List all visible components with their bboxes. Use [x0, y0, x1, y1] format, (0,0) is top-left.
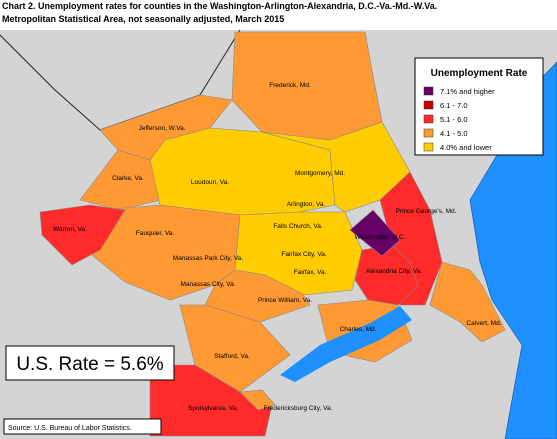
- title-line: Metropolitan Statistical Area, not seaso…: [2, 14, 284, 24]
- region-label: Manassas Park City, Va.: [173, 255, 243, 262]
- legend: Unemployment Rate 7.1% and higher 6.1 - 7…: [414, 57, 544, 156]
- region-label: Stafford, Va.: [214, 353, 250, 360]
- legend-swatch: [423, 86, 434, 96]
- water: [280, 306, 412, 382]
- region-label: Washington, D.C.: [355, 234, 406, 241]
- region-label: Arlington, Va.: [287, 201, 326, 208]
- legend-label: 4.0% and lower: [440, 143, 492, 152]
- us-rate-box: [5, 345, 175, 381]
- region-label: Loudoun, Va.: [191, 179, 229, 186]
- region-label: Fredericksburg City, Va.: [264, 405, 333, 412]
- region: [234, 211, 363, 296]
- region-label: Calvert, Md.: [466, 320, 501, 327]
- region-label: Clarke, Va.: [112, 175, 144, 182]
- region-label: Manassas City, Va.: [180, 281, 235, 288]
- legend-label: 7.1% and higher: [440, 87, 495, 96]
- legend-swatch: [423, 100, 434, 110]
- legend-swatch: [423, 114, 434, 124]
- region: [349, 209, 401, 257]
- source-box: [3, 418, 162, 435]
- legend-label: 5.1 - 6.0: [440, 115, 468, 124]
- region: [239, 389, 276, 411]
- region-label: Alexandria City, Va.: [366, 268, 422, 275]
- legend-label: 6.1 - 7.0: [440, 101, 468, 110]
- region-label: Jefferson, W.Va.: [138, 125, 185, 132]
- region: [354, 244, 419, 306]
- region-label: Fairfax, Va.: [294, 269, 327, 276]
- legend-title: Unemployment Rate: [431, 68, 528, 79]
- legend-swatch: [423, 128, 434, 138]
- region-label: Montgomery, Md.: [295, 170, 345, 177]
- region-label: Frederick, Md.: [269, 82, 311, 89]
- region-label: Warren, Va.: [53, 226, 87, 233]
- region-label: Spotsylvania, Va.: [188, 405, 238, 412]
- region: [39, 204, 126, 266]
- region-label: Prince William, Va.: [258, 297, 312, 304]
- region: [429, 261, 506, 343]
- region-label: Fairfax City, Va.: [281, 251, 326, 258]
- region-label: Fauquier, Va.: [136, 230, 174, 237]
- region-label: Falls Church, Va.: [273, 223, 323, 230]
- legend-label: 4.1 - 5.0: [440, 129, 468, 138]
- legend-swatch: [423, 142, 434, 152]
- title-line: Chart 2. Unemployment rates for counties…: [2, 1, 437, 11]
- legend-box: [414, 57, 544, 156]
- region-label: Charles, Md.: [340, 326, 377, 333]
- source: Source: U.S. Bureau of Labor Statistics.: [8, 425, 132, 432]
- region-label: Prince George's, Md.: [396, 208, 457, 215]
- us-rate: U.S. Rate = 5.6%: [16, 354, 163, 375]
